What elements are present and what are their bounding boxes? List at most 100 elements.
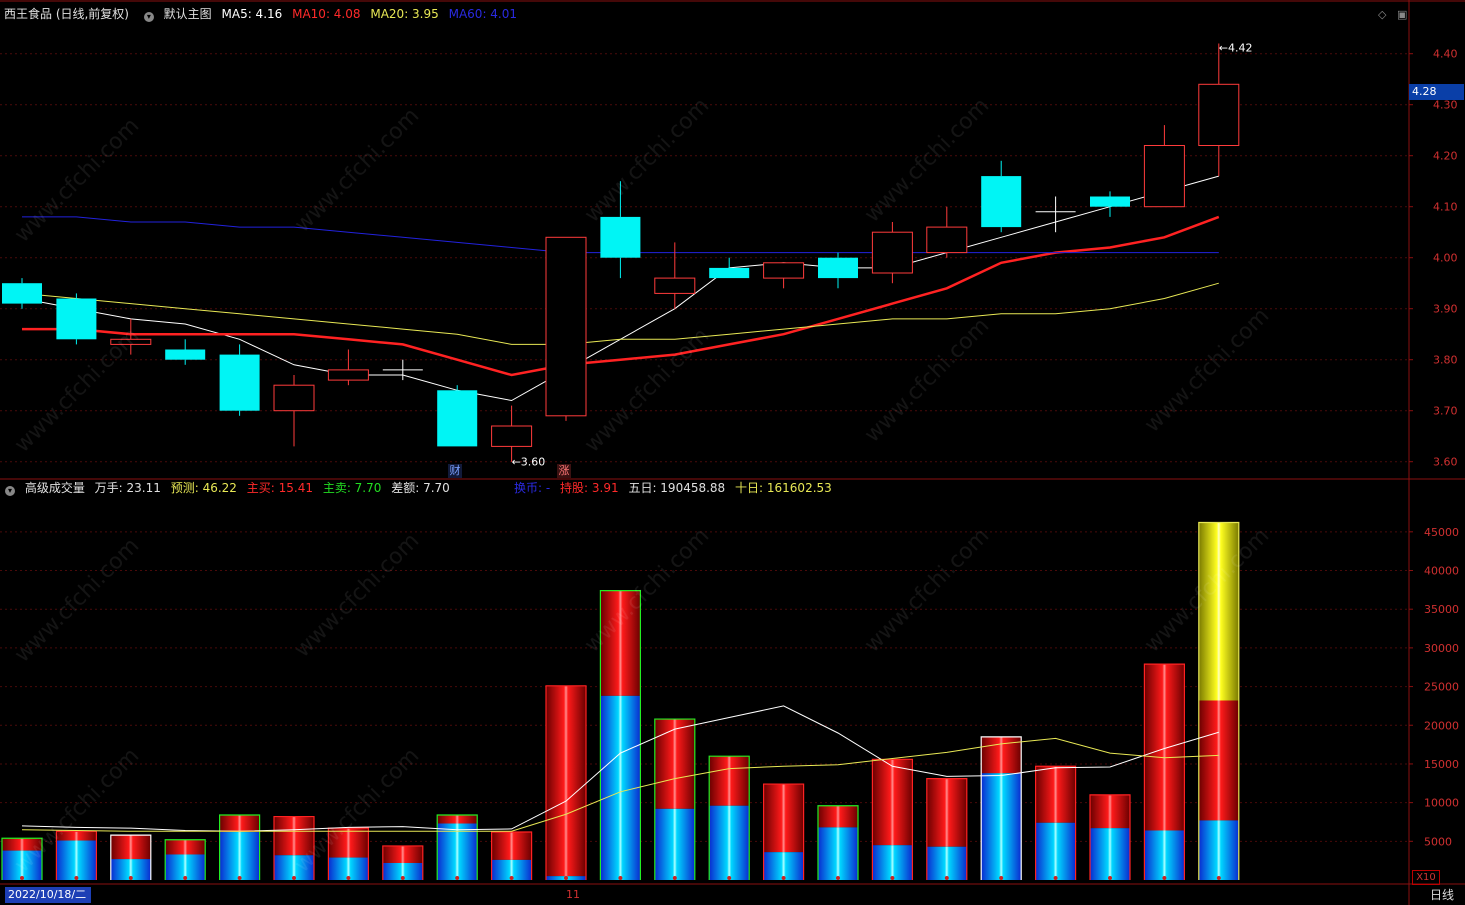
volume-tick-label: 25000	[1424, 681, 1459, 694]
financial-signal-icon[interactable]: 财	[448, 464, 462, 478]
sell-volume-bar	[165, 854, 206, 880]
volume-bar-outline	[164, 839, 206, 880]
sell-volume-bar	[872, 845, 913, 880]
volume-bar-outline	[926, 778, 968, 880]
candle-body-down	[709, 267, 750, 279]
volume-tick-label: 15000	[1424, 758, 1459, 771]
volume-bar-outline	[1143, 663, 1186, 880]
volume-ma10-line	[21, 737, 1219, 832]
sell-volume-bar	[56, 840, 97, 880]
volume-base-marker	[292, 876, 296, 880]
price-tick-label: 4.30	[1433, 99, 1458, 112]
buy-volume-bar	[219, 815, 260, 833]
buy-volume-bar	[763, 784, 804, 853]
price-tick-label: 3.80	[1433, 354, 1458, 367]
five-day-value: 五日: 190458.88	[628, 481, 726, 495]
buy-volume-bar	[328, 828, 369, 858]
sell-volume-bar	[600, 695, 641, 880]
volume-base-marker	[400, 876, 405, 880]
volume-bar-outline	[871, 758, 914, 880]
volume-tick-label: 45000	[1424, 526, 1459, 539]
buy-volume-bar	[709, 756, 750, 806]
candle-body-down	[56, 298, 97, 340]
volume-scale-label[interactable]: X10	[1412, 870, 1440, 885]
volume-bar-outline	[219, 814, 261, 880]
price-tick-label: 4.10	[1433, 201, 1458, 214]
buy-volume-bar	[1198, 700, 1239, 821]
month-marker: 11	[566, 888, 580, 901]
candle-body-up	[1143, 145, 1185, 208]
main-sell-value: 主卖: 7.70	[322, 481, 382, 495]
sell-volume-bar	[491, 859, 532, 880]
buy-volume-bar	[1090, 794, 1130, 829]
volume-tick-label: 40000	[1424, 565, 1459, 578]
volume-base-marker	[1108, 876, 1112, 880]
buy-volume-bar	[600, 590, 641, 696]
window-toggle-icon[interactable]: ▣	[1397, 8, 1408, 21]
candle-body-down	[981, 176, 1022, 228]
high-price-annotation: ←4.42	[1219, 42, 1253, 55]
volume-bar-outline	[1034, 765, 1077, 880]
volume-bar-outline	[55, 830, 98, 880]
wanshou-value: 万手: 23.11	[94, 481, 161, 495]
sell-volume-bar	[2, 850, 42, 880]
limit-up-signal-icon[interactable]: 涨	[557, 464, 571, 478]
volume-base-marker	[781, 876, 786, 880]
forecast-volume-bar	[1198, 522, 1239, 701]
volume-bar-outline	[1, 837, 43, 880]
price-tick-label: 3.90	[1433, 303, 1458, 316]
buy-volume-bar	[56, 831, 97, 841]
volume-bar-outline	[491, 831, 533, 880]
volume-indicator-name[interactable]: 高级成交量	[24, 481, 85, 495]
buy-volume-bar	[2, 838, 42, 851]
buy-volume-bar	[274, 816, 314, 856]
forecast-value: 预测: 46.22	[170, 481, 237, 495]
volume-base-marker	[74, 876, 79, 880]
template-dropdown-icon[interactable]: ▾	[143, 12, 154, 22]
volume-bar-outline	[1089, 794, 1131, 880]
buy-volume-bar	[382, 845, 423, 863]
price-tick-label: 4.40	[1433, 48, 1458, 61]
sell-volume-bar	[926, 846, 967, 880]
volume-bar-outline	[817, 805, 859, 880]
huanshou-value: 换币: -	[514, 481, 551, 495]
ma10-line	[22, 215, 1220, 377]
ma5-value: MA5: 4.16	[221, 7, 283, 21]
ma20-value: MA20: 3.95	[370, 7, 439, 21]
buy-volume-bar	[872, 759, 913, 846]
volume-bar-outline	[599, 590, 642, 880]
indicator-dropdown-icon[interactable]: ▾	[5, 486, 15, 496]
volume-base-marker	[618, 876, 623, 880]
sell-volume-bar	[818, 827, 858, 880]
sell-volume-bar	[654, 808, 695, 880]
volume-base-marker	[727, 876, 732, 880]
diamond-icon[interactable]: ◇	[1378, 8, 1387, 21]
volume-bar-outline	[327, 827, 369, 880]
candle-body-up	[763, 262, 805, 279]
sell-volume-bar	[1198, 820, 1239, 880]
buy-volume-bar	[926, 778, 967, 847]
volume-base-marker	[128, 876, 133, 880]
volume-base-marker	[20, 876, 24, 880]
volume-base-marker	[890, 876, 895, 880]
sell-volume-bar	[219, 832, 260, 880]
main-buy-value: 主买: 15.41	[246, 481, 313, 495]
sell-volume-bar	[382, 862, 423, 880]
candle-body-down	[2, 283, 42, 304]
volume-base-marker	[1053, 876, 1058, 880]
volume-bar-outline	[708, 755, 750, 880]
period-tab-daily[interactable]: 日线	[1429, 888, 1454, 902]
volume-bar-outline	[1198, 521, 1240, 880]
chigu-value: 持股: 3.91	[560, 481, 619, 495]
sell-volume-bar	[981, 773, 1022, 880]
candle-body-down	[165, 349, 206, 360]
date-cursor-label: 2022/10/18/二	[5, 887, 91, 903]
volume-bar-outline	[980, 736, 1022, 880]
main-indicator-header: 西王食品 (日线,前复权) ▾ 默认主图 MA5: 4.16 MA10: 4.0…	[0, 5, 523, 23]
template-name[interactable]: 默认主图	[163, 7, 212, 21]
price-tick-label: 3.70	[1433, 405, 1458, 418]
stock-name: 西王食品 (日线,前复权)	[4, 7, 129, 21]
buy-volume-bar	[491, 832, 532, 860]
sell-volume-bar	[110, 859, 151, 880]
